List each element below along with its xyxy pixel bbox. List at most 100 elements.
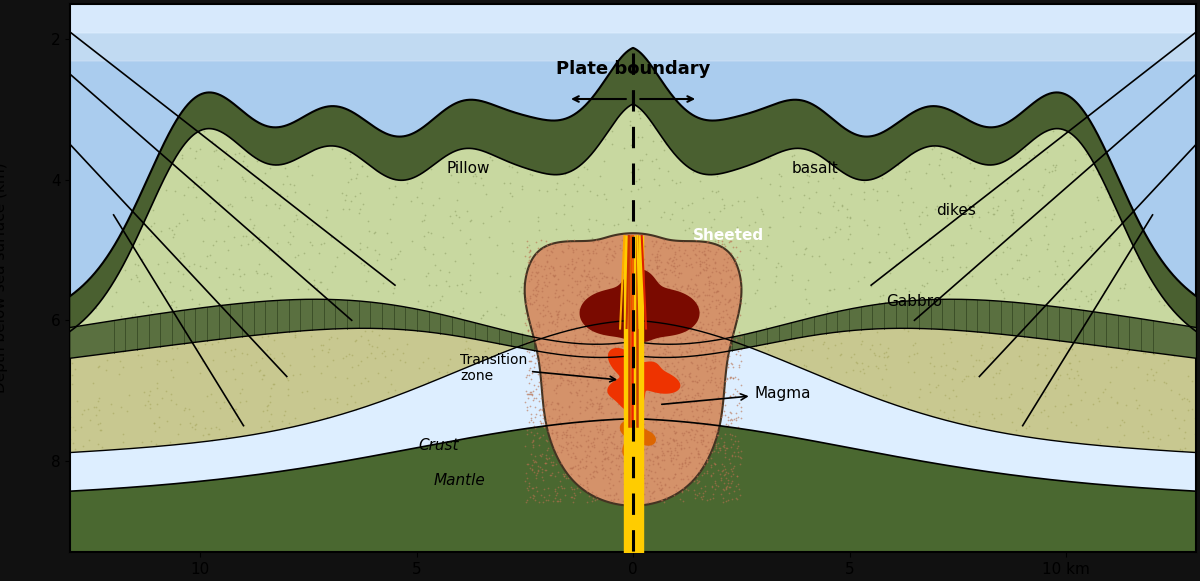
- Point: [728, 442, 748, 451]
- Point: [580, 368, 599, 377]
- Point: [1038, 197, 1057, 206]
- Point: [1104, 211, 1123, 221]
- Point: [818, 343, 838, 353]
- Point: [204, 146, 223, 155]
- Point: [714, 471, 733, 480]
- Point: [1049, 296, 1068, 306]
- Point: [613, 456, 632, 465]
- Point: [997, 179, 1016, 188]
- Point: [694, 257, 713, 266]
- Point: [599, 361, 618, 371]
- Point: [322, 333, 341, 342]
- Point: [622, 268, 641, 278]
- Point: [546, 486, 565, 496]
- Point: [1150, 296, 1169, 306]
- Point: [127, 272, 146, 282]
- Point: [1037, 127, 1056, 136]
- Point: [643, 402, 662, 411]
- Point: [635, 444, 654, 454]
- Point: [659, 347, 678, 357]
- Point: [986, 279, 1006, 288]
- Point: [650, 478, 670, 487]
- Point: [520, 259, 539, 268]
- Point: [710, 379, 730, 388]
- Point: [640, 460, 659, 469]
- Point: [660, 374, 679, 383]
- Point: [546, 428, 565, 437]
- Point: [518, 312, 538, 321]
- Point: [649, 163, 668, 173]
- Point: [1109, 437, 1128, 446]
- Point: [662, 267, 682, 277]
- Point: [533, 287, 552, 296]
- Point: [670, 342, 689, 351]
- Point: [632, 247, 652, 256]
- Point: [895, 174, 914, 184]
- Point: [682, 424, 701, 433]
- Point: [550, 494, 569, 504]
- Point: [583, 249, 602, 258]
- Point: [671, 178, 690, 187]
- Point: [626, 270, 646, 279]
- Point: [673, 496, 692, 505]
- Point: [535, 458, 554, 467]
- Point: [414, 357, 433, 367]
- Point: [660, 254, 679, 263]
- Point: [352, 331, 371, 340]
- Point: [782, 270, 802, 279]
- Point: [517, 236, 536, 246]
- Point: [644, 476, 664, 485]
- Point: [526, 473, 545, 482]
- Point: [715, 430, 734, 439]
- Point: [676, 226, 695, 235]
- Point: [726, 436, 745, 446]
- Point: [878, 397, 898, 407]
- Point: [649, 333, 668, 343]
- Point: [520, 481, 539, 490]
- Point: [521, 364, 540, 373]
- Point: [1063, 248, 1082, 257]
- Point: [533, 409, 552, 418]
- Point: [650, 407, 670, 416]
- Point: [163, 372, 182, 381]
- Point: [552, 459, 571, 468]
- Point: [295, 249, 314, 258]
- Point: [715, 318, 734, 328]
- Point: [691, 436, 710, 445]
- Point: [1124, 383, 1144, 393]
- Point: [646, 438, 665, 447]
- Point: [685, 393, 704, 403]
- Point: [960, 220, 979, 229]
- Point: [720, 271, 739, 280]
- Point: [578, 442, 598, 451]
- Point: [892, 245, 911, 254]
- Point: [695, 406, 714, 415]
- Point: [206, 175, 226, 185]
- Point: [971, 227, 990, 236]
- Point: [570, 324, 589, 333]
- Point: [557, 409, 576, 418]
- Point: [628, 472, 647, 482]
- Point: [734, 196, 754, 205]
- Point: [1032, 408, 1051, 417]
- Point: [569, 289, 588, 299]
- Point: [604, 371, 623, 380]
- Point: [716, 485, 736, 494]
- Point: [620, 257, 640, 266]
- Point: [708, 427, 727, 436]
- Point: [662, 376, 682, 386]
- Point: [683, 384, 702, 393]
- Point: [655, 480, 674, 490]
- Point: [706, 459, 725, 468]
- Point: [313, 340, 332, 350]
- Point: [622, 348, 641, 357]
- Point: [547, 322, 566, 331]
- Point: [530, 462, 550, 472]
- Point: [1060, 374, 1079, 383]
- Point: [263, 291, 282, 300]
- Point: [560, 430, 580, 439]
- Point: [278, 385, 298, 394]
- Point: [919, 234, 938, 243]
- Point: [677, 286, 696, 295]
- Point: [622, 311, 641, 320]
